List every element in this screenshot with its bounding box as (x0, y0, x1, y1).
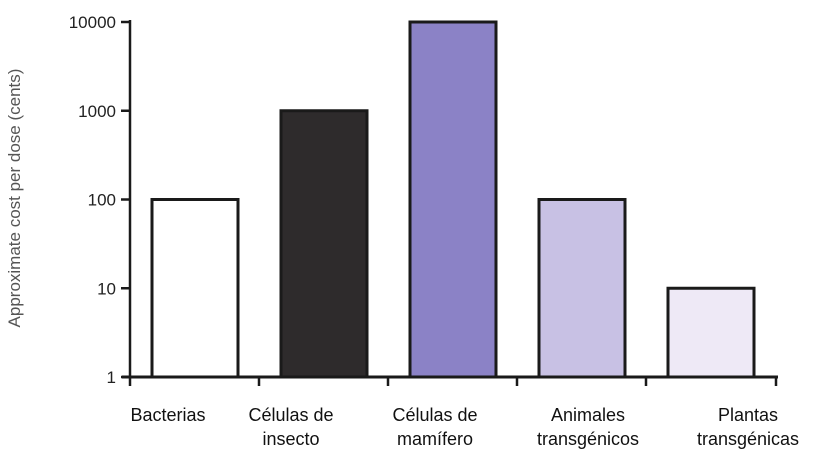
y-tick-label: 1000 (78, 102, 116, 121)
bar-celulas-de-insecto (279, 109, 369, 379)
y-tick-label: 1 (107, 368, 116, 387)
category-label-plantas-transgenicas: Plantas transgénicas (697, 405, 799, 449)
y-axis-label: Approximate cost per dose (cents) (5, 69, 24, 328)
axes-group (121, 20, 778, 386)
bars-group (150, 20, 756, 379)
labels-group: 1 10 100 1000 10000 Bacterias Células de insect… (69, 13, 799, 449)
bar-animales-transgenicos (537, 198, 627, 379)
y-tick-label: 10000 (69, 13, 116, 32)
category-label-animales-transgenicos: Animales transgénicos (537, 405, 639, 449)
y-tick-label: 100 (88, 191, 116, 210)
y-tick-label: 10 (97, 279, 116, 298)
bar-celulas-de-mamifero (408, 20, 498, 379)
bar-plantas-transgenicas (666, 286, 756, 379)
category-label-celulas-de-insecto: Células de insecto (248, 405, 333, 449)
category-label-bacterias: Bacterias (130, 405, 205, 425)
category-label-celulas-de-mamifero: Células de mamífero (392, 405, 477, 449)
bar-bacterias (150, 198, 240, 379)
